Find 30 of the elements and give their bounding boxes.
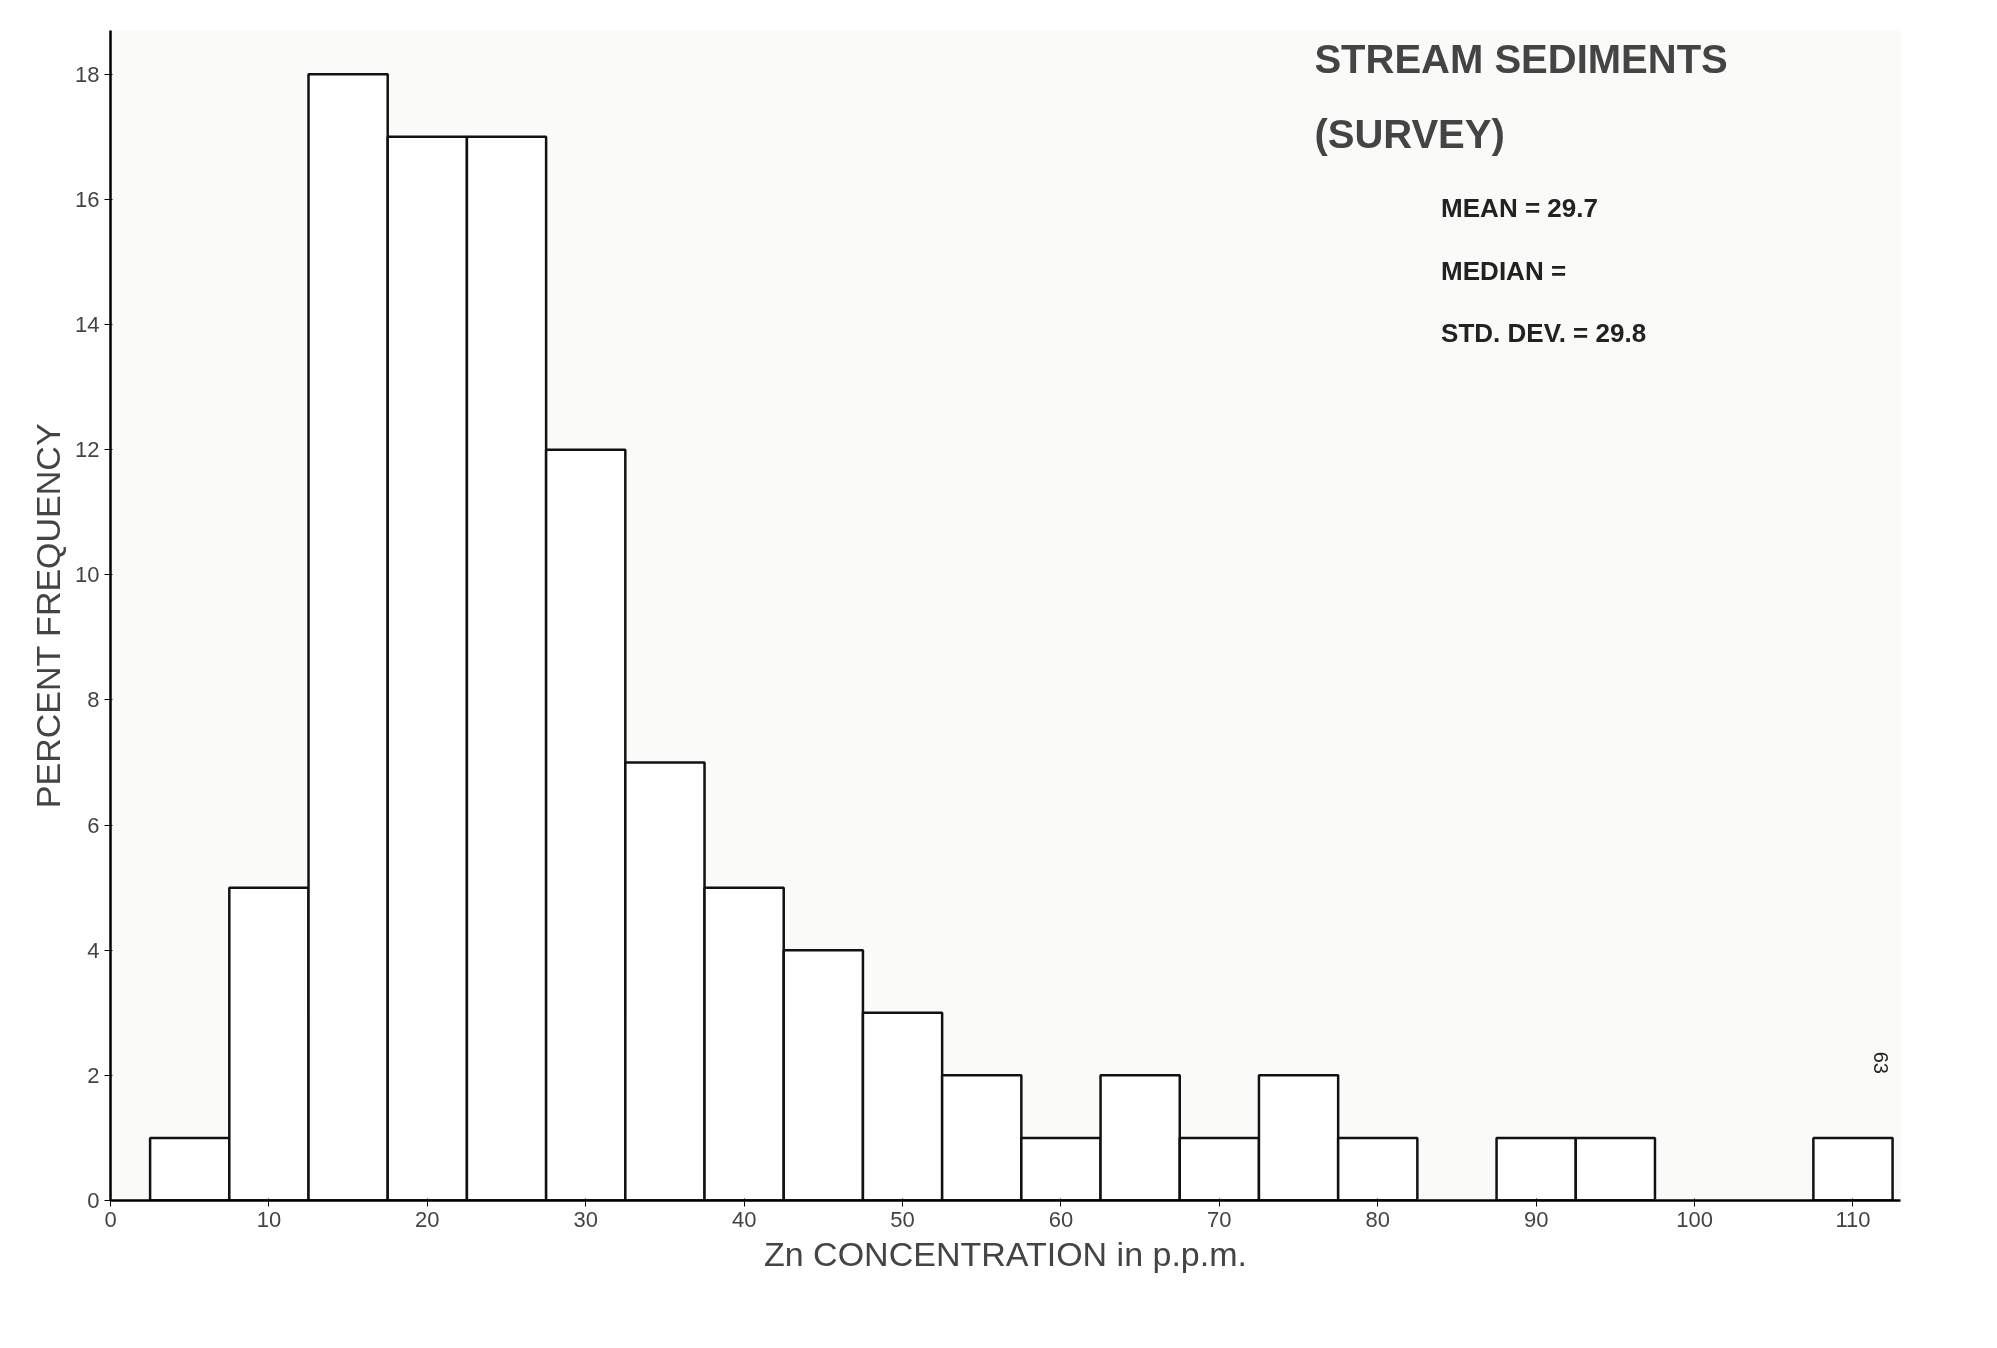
y-tick-label: 12 (75, 437, 100, 463)
annotation: MEAN = 29.7 (1441, 193, 1598, 224)
x-axis-title: Zn CONCENTRATION in p.p.m. (764, 1234, 1248, 1273)
x-tick-label: 100 (1676, 1206, 1713, 1232)
x-tick-label: 90 (1523, 1206, 1549, 1232)
x-tick-label: 10 (256, 1206, 282, 1232)
y-tick-label: 14 (75, 312, 100, 338)
y-axis-title: PERCENT FREQUENCY (29, 423, 68, 809)
x-tick-label: 40 (731, 1206, 757, 1232)
annotation: STD. DEV. = 29.8 (1441, 318, 1647, 349)
y-tick-label: 10 (75, 562, 100, 588)
y-tick-label: 4 (87, 937, 100, 963)
y-tick-label: 18 (75, 61, 100, 87)
x-tick-label: 20 (415, 1206, 440, 1232)
x-tick-label: 60 (1048, 1206, 1074, 1232)
y-tick-label: 2 (87, 1062, 100, 1088)
x-tick-label: 110 (1835, 1206, 1871, 1232)
y-tick-label: 16 (75, 186, 100, 212)
annotation: 63 (1870, 1051, 1893, 1074)
chart-title: STREAM SEDIMENTS (1314, 36, 1728, 81)
text: (SURVEY) (1314, 111, 1505, 156)
annotation: MEDIAN = (1441, 255, 1567, 286)
x-tick-label: 50 (890, 1206, 915, 1232)
x-tick-label: 70 (1207, 1206, 1232, 1232)
x-tick-label: 80 (1365, 1206, 1391, 1232)
y-tick-label: 6 (87, 812, 100, 838)
x-tick-label: 30 (573, 1206, 598, 1232)
y-tick-label: 0 (87, 1188, 100, 1213)
y-tick-label: 8 (87, 687, 100, 713)
x-tick-label: 0 (104, 1206, 117, 1232)
